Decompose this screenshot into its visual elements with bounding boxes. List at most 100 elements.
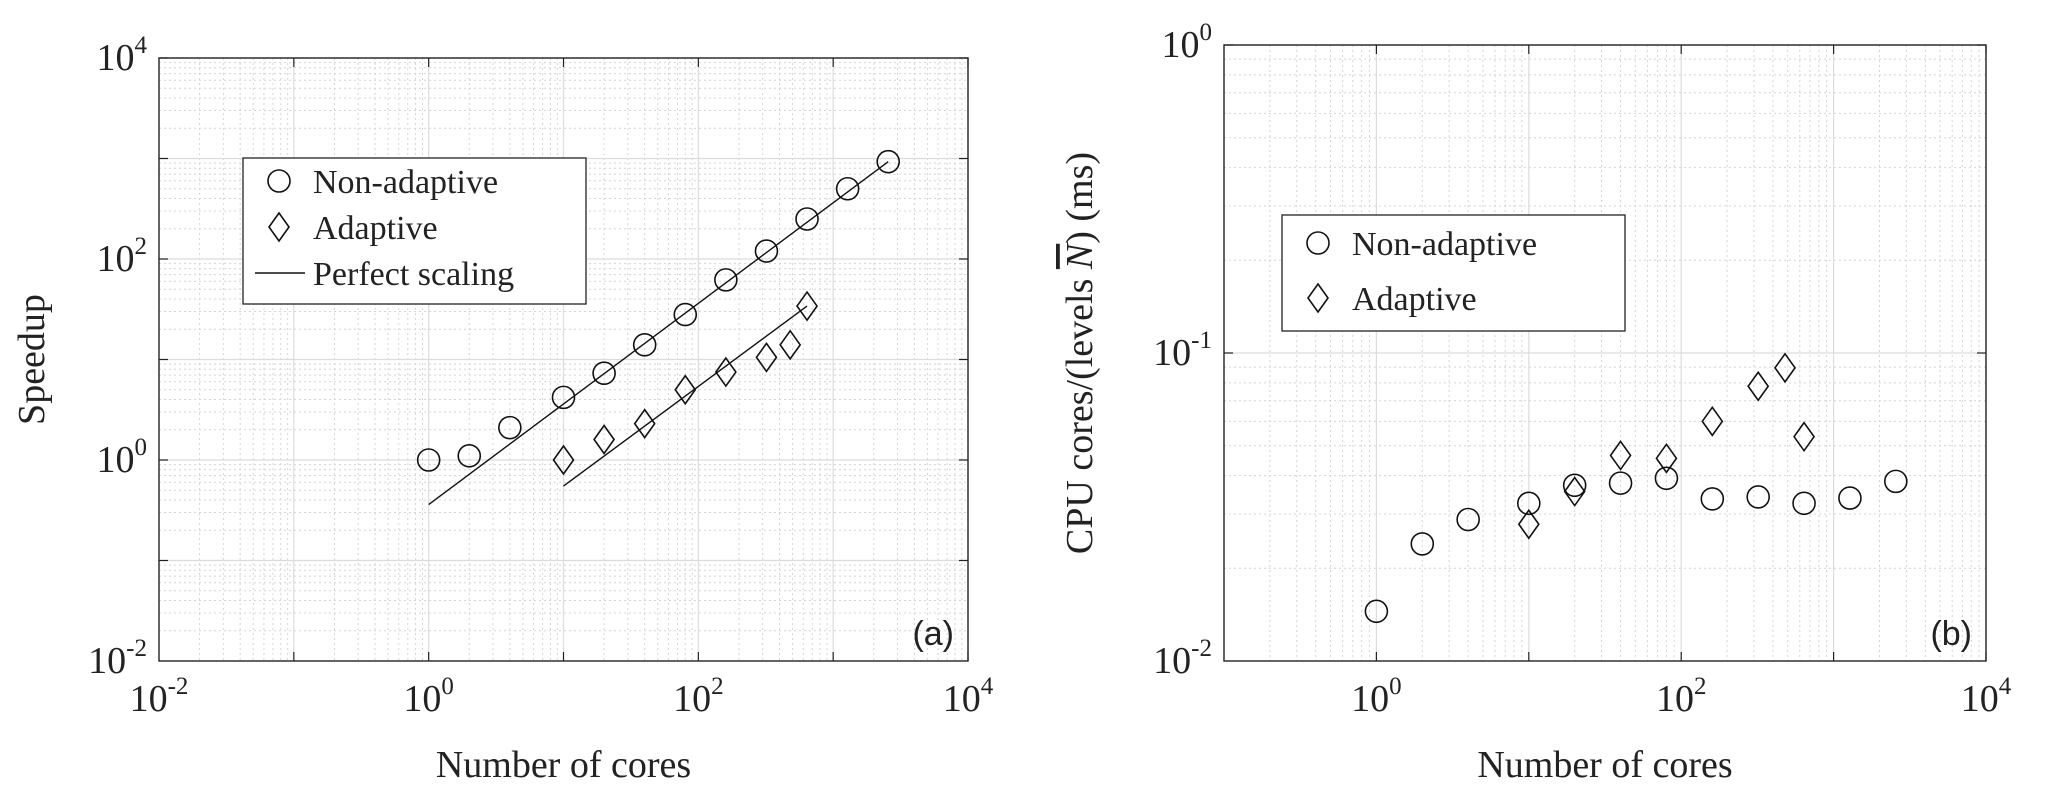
x-tick-label-exponent: -2 bbox=[168, 673, 189, 700]
adaptive-point bbox=[593, 424, 616, 455]
x-tick-label-exponent: 4 bbox=[981, 673, 994, 700]
y-tick-label-base: 10 bbox=[97, 37, 135, 79]
non-adaptive-point bbox=[1410, 532, 1435, 556]
non-adaptive-point bbox=[1562, 473, 1587, 498]
adaptive-point bbox=[796, 290, 819, 322]
legend-label: Non-adaptive bbox=[313, 164, 498, 201]
non-adaptive-point bbox=[1700, 487, 1725, 511]
non-adaptive-point bbox=[1364, 599, 1389, 624]
legend-label: Non-adaptive bbox=[1352, 226, 1537, 263]
y-tick-label-exponent: 0 bbox=[135, 434, 148, 461]
y-tick-label: 100 bbox=[97, 434, 148, 481]
non-adaptive-point bbox=[795, 207, 819, 231]
non-adaptive-point bbox=[835, 176, 860, 201]
non-adaptive-point bbox=[714, 268, 738, 292]
adaptive-point bbox=[1774, 352, 1797, 384]
non-adaptive-point bbox=[876, 149, 901, 174]
panel-label: (a) bbox=[912, 615, 954, 653]
adaptive-point bbox=[1701, 405, 1724, 437]
x-tick-label: 102 bbox=[1656, 673, 1707, 720]
y-tick-label-base: 10 bbox=[1162, 24, 1200, 66]
x-tick-label: 104 bbox=[943, 673, 994, 720]
y-tick-label: 100 bbox=[1162, 19, 1213, 66]
legend-label: Perfect scaling bbox=[313, 256, 514, 293]
non-adaptive-point bbox=[1838, 486, 1862, 510]
x-tick-label-exponent: 2 bbox=[1694, 673, 1707, 700]
y-axis-label-part: ) (ms) bbox=[1059, 152, 1101, 244]
x-tick-label: 102 bbox=[673, 673, 724, 720]
y-tick-label-exponent: -1 bbox=[1191, 327, 1212, 354]
y-tick-label-base: 10 bbox=[97, 439, 135, 481]
x-axis-label: Number of cores bbox=[1477, 744, 1732, 786]
legend-box bbox=[1281, 214, 1626, 332]
x-tick-label-base: 10 bbox=[403, 678, 441, 720]
non-adaptive-point bbox=[1517, 491, 1541, 516]
non-adaptive-point bbox=[457, 444, 482, 468]
x-axis-label: Number of cores bbox=[436, 744, 691, 786]
non-adaptive-point bbox=[1608, 471, 1633, 495]
non-adaptive-point bbox=[1654, 466, 1679, 491]
adaptive-point bbox=[755, 341, 778, 373]
y-tick-label: 102 bbox=[97, 233, 148, 280]
y-axis-label-symbol: N bbox=[1059, 241, 1101, 270]
adaptive-point bbox=[1793, 421, 1816, 453]
y-tick-label: 10-2 bbox=[1153, 635, 1212, 682]
y-tick-label-exponent: 2 bbox=[135, 233, 148, 260]
y-tick-label-exponent: 4 bbox=[135, 32, 148, 59]
adaptive-point bbox=[633, 408, 656, 440]
x-tick-label-exponent: 4 bbox=[1999, 673, 2012, 700]
adaptive-point bbox=[1517, 508, 1540, 540]
legend-box bbox=[242, 157, 587, 305]
x-tick-label-base: 10 bbox=[943, 678, 981, 720]
adaptive-point bbox=[1747, 370, 1770, 402]
x-tick-label: 100 bbox=[403, 673, 454, 720]
adaptive-point bbox=[779, 329, 802, 361]
non-adaptive-point bbox=[754, 239, 779, 263]
non-adaptive-point bbox=[1792, 491, 1816, 516]
non-adaptive-point bbox=[632, 333, 657, 357]
non-adaptive-point bbox=[592, 361, 616, 386]
y-tick-label: 104 bbox=[97, 32, 148, 79]
x-tick-label-base: 10 bbox=[1961, 678, 1999, 720]
legend-label: Adaptive bbox=[313, 210, 438, 247]
adaptive-point bbox=[674, 374, 697, 406]
x-tick-label: 100 bbox=[1351, 673, 1402, 720]
adaptive-point bbox=[1609, 440, 1632, 471]
panel-label: (b) bbox=[1930, 615, 1972, 653]
y-tick-label-exponent: -2 bbox=[1191, 635, 1212, 662]
x-tick-label: 10-2 bbox=[130, 673, 189, 720]
x-tick-label-exponent: 0 bbox=[441, 673, 454, 700]
legend-label: Adaptive bbox=[1352, 281, 1477, 318]
y-tick-label-base: 10 bbox=[97, 238, 135, 280]
non-adaptive-point bbox=[673, 302, 698, 327]
adaptive-point bbox=[1563, 476, 1586, 507]
y-tick-label-exponent: -2 bbox=[126, 635, 147, 662]
legend-marker-diamond bbox=[268, 211, 290, 243]
x-tick-label-base: 10 bbox=[1351, 678, 1389, 720]
y-tick-label: 10-2 bbox=[88, 635, 147, 682]
legend-marker-circle bbox=[1306, 231, 1330, 255]
perfect-scaling-line bbox=[428, 161, 889, 506]
adaptive-point bbox=[552, 444, 575, 476]
non-adaptive-point bbox=[416, 448, 441, 472]
y-tick-label-exponent: 0 bbox=[1200, 19, 1213, 46]
x-tick-label: 104 bbox=[1961, 673, 2012, 720]
non-adaptive-point bbox=[1746, 485, 1770, 509]
x-tick-label-base: 10 bbox=[1656, 678, 1694, 720]
perfect-scaling-line bbox=[563, 305, 808, 487]
legend-marker-diamond bbox=[1307, 282, 1329, 314]
non-adaptive-point bbox=[551, 385, 576, 410]
x-tick-label-exponent: 0 bbox=[1389, 673, 1402, 700]
adaptive-point bbox=[1655, 442, 1678, 474]
x-tick-label-base: 10 bbox=[673, 678, 711, 720]
y-axis-label-part: CPU cores/(levels bbox=[1059, 269, 1101, 554]
non-adaptive-point bbox=[498, 415, 522, 440]
x-tick-label-base: 10 bbox=[130, 678, 168, 720]
adaptive-point bbox=[714, 356, 737, 388]
x-tick-label-exponent: 2 bbox=[711, 673, 724, 700]
y-axis-label: CPU cores/(levels N) (ms) bbox=[1059, 152, 1101, 554]
y-axis-label: Speedup bbox=[11, 294, 53, 425]
